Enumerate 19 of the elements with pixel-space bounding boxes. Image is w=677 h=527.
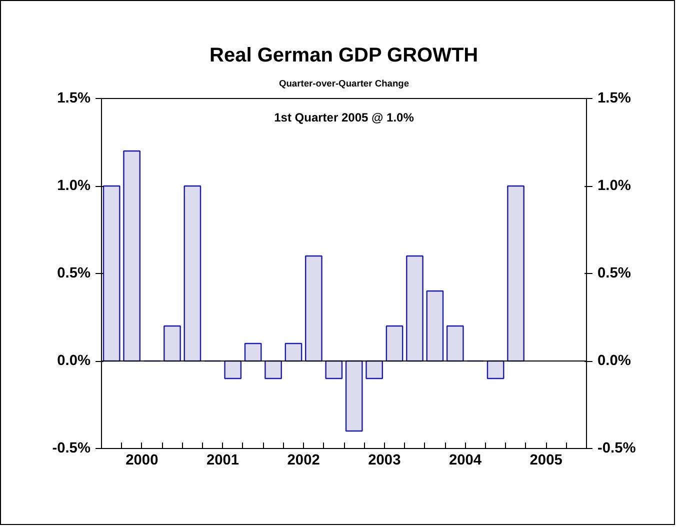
y-tick-label: 1.5% [57, 90, 90, 106]
y-tick-label: 0.5% [57, 266, 90, 282]
y-tick-label: -0.5% [52, 440, 91, 456]
y-tick-label: 0.0% [57, 353, 90, 369]
y-tick-label: 1.0% [57, 178, 90, 194]
x-tick-label: 2000 [126, 452, 158, 468]
y2-tick-label: 0.0% [598, 353, 631, 369]
x-tick-label: 2001 [206, 452, 240, 468]
x-tick-label: 2002 [287, 452, 320, 468]
y2-tick-label: 1.5% [598, 90, 631, 106]
chart-subtitle: Quarter-over-Quarter Change [278, 78, 410, 88]
y2-tick-label: 0.5% [598, 266, 631, 282]
annotation: 1st Quarter 2005 @ 1.0% [274, 110, 414, 124]
y2-tick-label: -0.5% [598, 440, 636, 456]
y2-tick-label: 1.0% [598, 178, 631, 194]
x-tick-label: 2005 [530, 452, 562, 468]
x-tick-label: 2004 [448, 452, 482, 468]
chart-title: Real German GDP GROWTH [210, 44, 478, 66]
x-tick-label: 2003 [368, 452, 401, 468]
